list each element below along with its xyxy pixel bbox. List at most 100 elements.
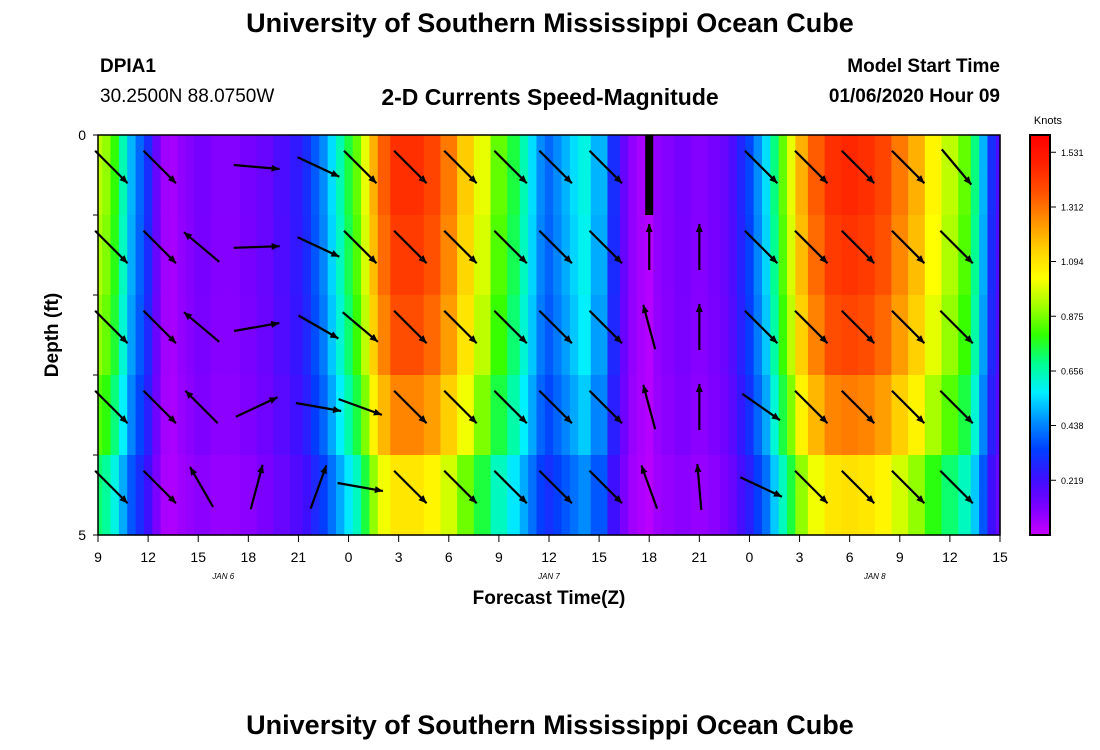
heatmap-cell [352, 415, 362, 456]
heatmap-cell [553, 215, 563, 256]
heatmap-cell [185, 335, 195, 376]
heatmap-cell [210, 455, 224, 496]
heatmap-cell [473, 375, 492, 416]
heatmap-cell [553, 335, 563, 376]
heatmap-cell [202, 455, 212, 496]
heatmap-cell [336, 415, 345, 456]
heatmap-cell [874, 375, 893, 416]
current-vector [695, 304, 703, 350]
heatmap-cell [152, 175, 162, 216]
heatmap-cell [753, 335, 763, 376]
heatmap-cell [995, 215, 1001, 256]
heatmap-cell [970, 455, 980, 496]
heatmap-cell [135, 455, 145, 496]
x-tick-label: 18 [641, 549, 657, 565]
bottom-title: University of Southern Mississippi Ocean… [246, 710, 854, 740]
heatmap-cell [987, 295, 997, 336]
heatmap-cell [336, 375, 345, 416]
heatmap-cell [578, 215, 592, 256]
heatmap-cell [858, 175, 876, 216]
heatmap-cell [707, 335, 721, 376]
current-vector [588, 469, 623, 505]
current-vector [645, 224, 653, 270]
heatmap-cell [536, 375, 546, 416]
heatmap-cell [761, 215, 771, 256]
heatmap-cell [319, 335, 329, 376]
y-tick-label: 0 [78, 127, 86, 143]
heatmap-cell [302, 455, 312, 496]
heatmap-cell [118, 415, 128, 456]
heatmap-cell [653, 335, 663, 376]
heatmap-cell [352, 255, 362, 296]
heatmap-cell [407, 455, 425, 496]
heatmap-cell [770, 455, 780, 496]
heatmap-cell [770, 335, 780, 376]
heatmap-cell [327, 415, 337, 456]
heatmap-cell [995, 135, 1001, 176]
heatmap-cell [561, 295, 571, 336]
heatmap-cell [102, 495, 112, 536]
heatmap-cell [98, 415, 103, 456]
heatmap-cell [661, 335, 675, 376]
heatmap-cell [770, 215, 780, 256]
heatmap-cell [569, 255, 579, 296]
heatmap-cell [377, 215, 391, 256]
heatmap-cell [636, 295, 646, 336]
heatmap-cell [636, 175, 646, 216]
current-vector [337, 481, 384, 494]
heatmap-cell [778, 255, 788, 296]
heatmap-cell [185, 495, 195, 536]
heatmap-cell [507, 175, 521, 216]
heatmap-cell [979, 295, 989, 336]
heatmap-cell [707, 175, 721, 216]
heatmap-cell [841, 375, 859, 416]
heatmap-cell [553, 255, 563, 296]
heatmap-cell [135, 495, 145, 536]
heatmap-cell [473, 295, 492, 336]
heatmap-cell [361, 135, 371, 176]
heatmap-cell [645, 455, 654, 496]
heatmap-cell [490, 255, 508, 296]
heatmap-cell [728, 495, 738, 536]
heatmap-cell [770, 415, 780, 456]
heatmap-cell [528, 455, 538, 496]
heatmap-cell [528, 375, 538, 416]
heatmap-cell [310, 175, 320, 216]
heatmap-cell [256, 255, 274, 296]
current-vector [343, 149, 378, 185]
heatmap-cell [958, 415, 972, 456]
current-vector [744, 229, 779, 265]
heatmap-cell [795, 375, 809, 416]
heatmap-cell [223, 175, 241, 216]
heatmap-cell [778, 335, 788, 376]
current-vector [940, 148, 973, 186]
heatmap-cell [707, 255, 721, 296]
station-id: DPIA1 [100, 56, 156, 77]
heatmap-cell [590, 175, 609, 216]
heatmap-cell [728, 135, 738, 176]
heatmap-cell [273, 415, 291, 456]
heatmap-cell [344, 455, 354, 496]
current-vector [94, 389, 129, 425]
heatmap-cell [770, 375, 780, 416]
heatmap-cell [987, 335, 997, 376]
heatmap-cell [561, 375, 571, 416]
heatmap-cell [924, 215, 943, 256]
heatmap-cell [102, 455, 112, 496]
heatmap-cell [160, 455, 170, 496]
heatmap-cell [377, 295, 391, 336]
heatmap-cell [490, 415, 508, 456]
heatmap-cell [168, 215, 178, 256]
heatmap-cell [787, 215, 796, 256]
heatmap-cell [941, 255, 959, 296]
heatmap-cell [753, 415, 763, 456]
current-vector [739, 476, 783, 498]
heatmap-cell [628, 215, 638, 256]
heatmap-cell [194, 495, 203, 536]
heatmap-cell [674, 135, 692, 176]
heatmap-cell [745, 415, 755, 456]
heatmap-cell [102, 375, 112, 416]
heatmap-cell [519, 215, 529, 256]
heatmap-cell [553, 175, 563, 216]
current-vector [341, 311, 379, 343]
